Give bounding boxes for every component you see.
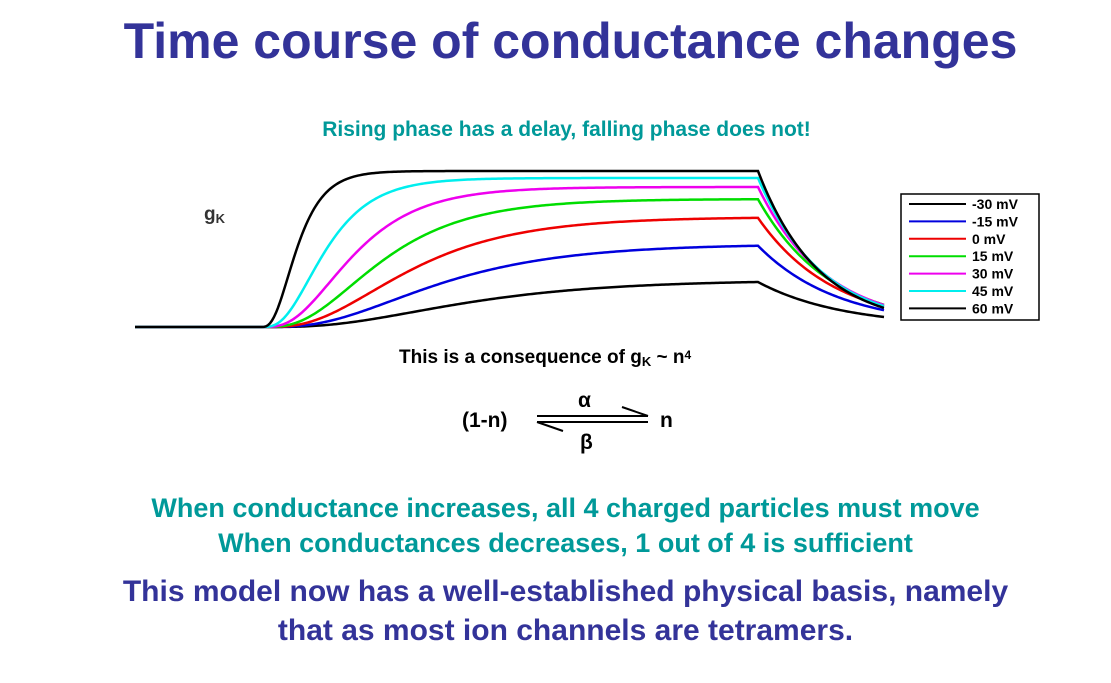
title: Time course of conductance changes bbox=[123, 13, 1018, 69]
curve bbox=[135, 185, 885, 329]
consequence-text: This is a consequence of g bbox=[399, 347, 642, 368]
consequence-sup: 4 bbox=[684, 348, 692, 362]
legend-label: 15 mV bbox=[972, 248, 1014, 264]
legend-label: 0 mV bbox=[972, 231, 1006, 247]
consequence: This is a consequence of gK ~ n4 bbox=[399, 347, 691, 369]
eq-left: (1-n) bbox=[462, 409, 508, 432]
curve bbox=[135, 216, 885, 329]
curve bbox=[135, 244, 885, 329]
y-label-main: g bbox=[204, 204, 216, 225]
note: When conductance increases, all 4 charge… bbox=[151, 493, 980, 523]
consequence-sub: K bbox=[641, 354, 652, 369]
legend-label: -30 mV bbox=[972, 196, 1019, 212]
legend-label: 60 mV bbox=[972, 300, 1014, 316]
conclusion: This model now has a well-established ph… bbox=[122, 575, 1009, 608]
curve bbox=[135, 197, 885, 329]
eq-forward: α bbox=[578, 389, 591, 412]
consequence-mid: ~ n bbox=[651, 347, 685, 368]
legend-label: 45 mV bbox=[972, 283, 1014, 299]
curve bbox=[135, 169, 885, 329]
y-label: gK bbox=[204, 204, 226, 226]
eq-backward: β bbox=[580, 431, 593, 454]
y-label-sub: K bbox=[216, 211, 226, 226]
curve bbox=[135, 280, 885, 329]
eq-right: n bbox=[660, 409, 673, 432]
note: When conductances decreases, 1 out of 4 … bbox=[218, 528, 913, 558]
equilibrium-arrows bbox=[536, 406, 649, 432]
conclusion: that as most ion channels are tetramers. bbox=[277, 614, 854, 647]
subtitle: Rising phase has a delay, falling phase … bbox=[322, 118, 811, 141]
curves bbox=[135, 169, 885, 329]
legend-label: 30 mV bbox=[972, 266, 1014, 282]
legend-label: -15 mV bbox=[972, 213, 1019, 229]
